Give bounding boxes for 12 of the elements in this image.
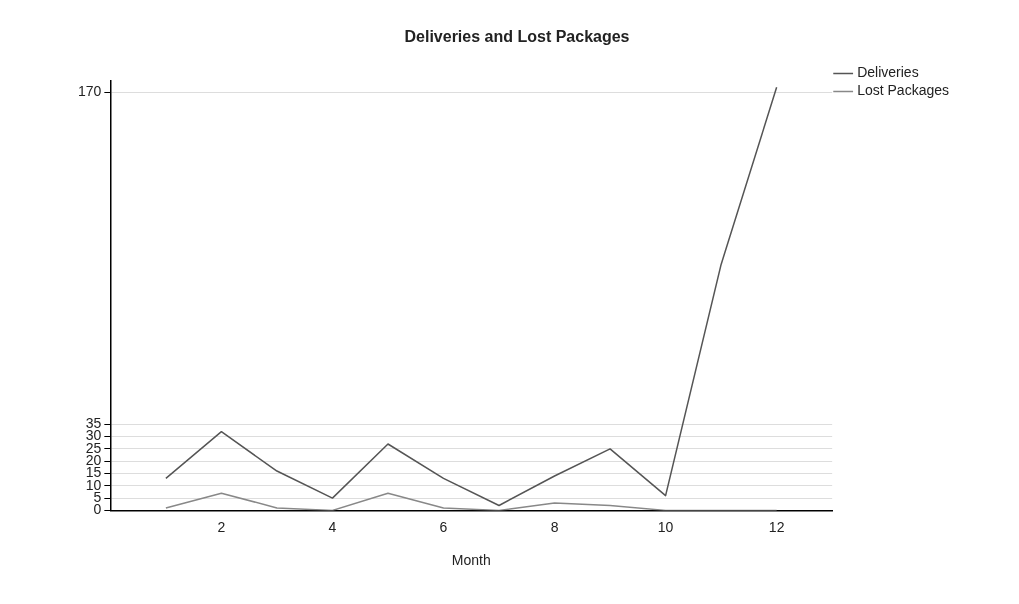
- chart-title: Deliveries and Lost Packages: [404, 28, 630, 46]
- legend-label: Lost Packages: [857, 82, 950, 99]
- x-tick-label: 4: [328, 518, 337, 535]
- x-tick-label: 10: [657, 518, 674, 535]
- x-tick-label: 6: [439, 518, 448, 535]
- x-tick-label: 12: [768, 518, 785, 535]
- y-tick-label: 0: [93, 501, 102, 518]
- x-axis-title: Month: [451, 552, 491, 569]
- x-tick-label: 8: [550, 518, 559, 535]
- x-tick-label: 2: [217, 518, 226, 535]
- legend-label: Deliveries: [857, 64, 919, 81]
- y-tick-label: 170: [78, 83, 102, 100]
